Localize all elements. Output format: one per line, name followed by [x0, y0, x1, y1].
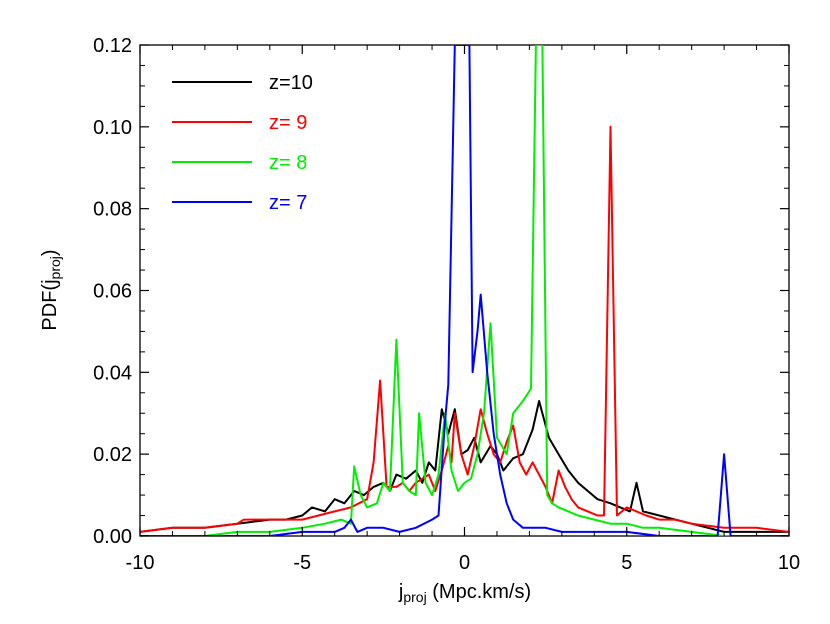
series-layer: [140, 45, 789, 536]
ticks-layer: -10 -5 0 5 10 0.00 0.02 0.04 0.06 0.08 0.10 0.12: [93, 35, 800, 574]
x-tick-label: -5: [293, 552, 311, 574]
legend-label: z= 7: [269, 192, 307, 214]
legend-label: z= 9: [269, 112, 307, 134]
y-axis-title-subscript: proj: [47, 256, 63, 279]
y-tick-label: 0.00: [93, 526, 132, 548]
x-tick-label: 10: [778, 552, 800, 574]
series-line-4: [140, 45, 789, 536]
x-axis-title-rest: (Mpc.km/s): [427, 581, 531, 603]
y-axis-title-base: PDF(j: [39, 279, 61, 330]
x-tick-label: 0: [459, 552, 470, 574]
series-line-1: [140, 400, 789, 533]
x-tick-label: -10: [126, 552, 155, 574]
series-line-2: [140, 125, 789, 533]
y-tick-label: 0.06: [93, 281, 132, 303]
series-line-3: [140, 45, 789, 536]
plot-area: -10 -5 0 5 10 0.00 0.02 0.04 0.06 0.08 0.10 0.12: [93, 35, 800, 574]
legend: z=10 z= 9 z= 8 z= 7: [172, 72, 313, 214]
x-tick-label: 5: [621, 552, 632, 574]
y-tick-label: 0.04: [93, 362, 132, 384]
x-axis-title-base: j: [398, 581, 403, 603]
y-tick-label: 0.10: [93, 117, 132, 139]
y-tick-label: 0.02: [93, 444, 132, 466]
x-axis-title: jproj (Mpc.km/s): [398, 581, 531, 605]
y-tick-label: 0.08: [93, 199, 132, 221]
legend-label: z=10: [269, 72, 313, 94]
legend-label: z= 8: [269, 152, 307, 174]
y-axis-title: PDF(jproj): [39, 249, 63, 330]
y-axis-title-rest: ): [39, 249, 61, 256]
x-axis-title-subscript: proj: [403, 589, 426, 605]
y-tick-label: 0.12: [93, 35, 132, 57]
